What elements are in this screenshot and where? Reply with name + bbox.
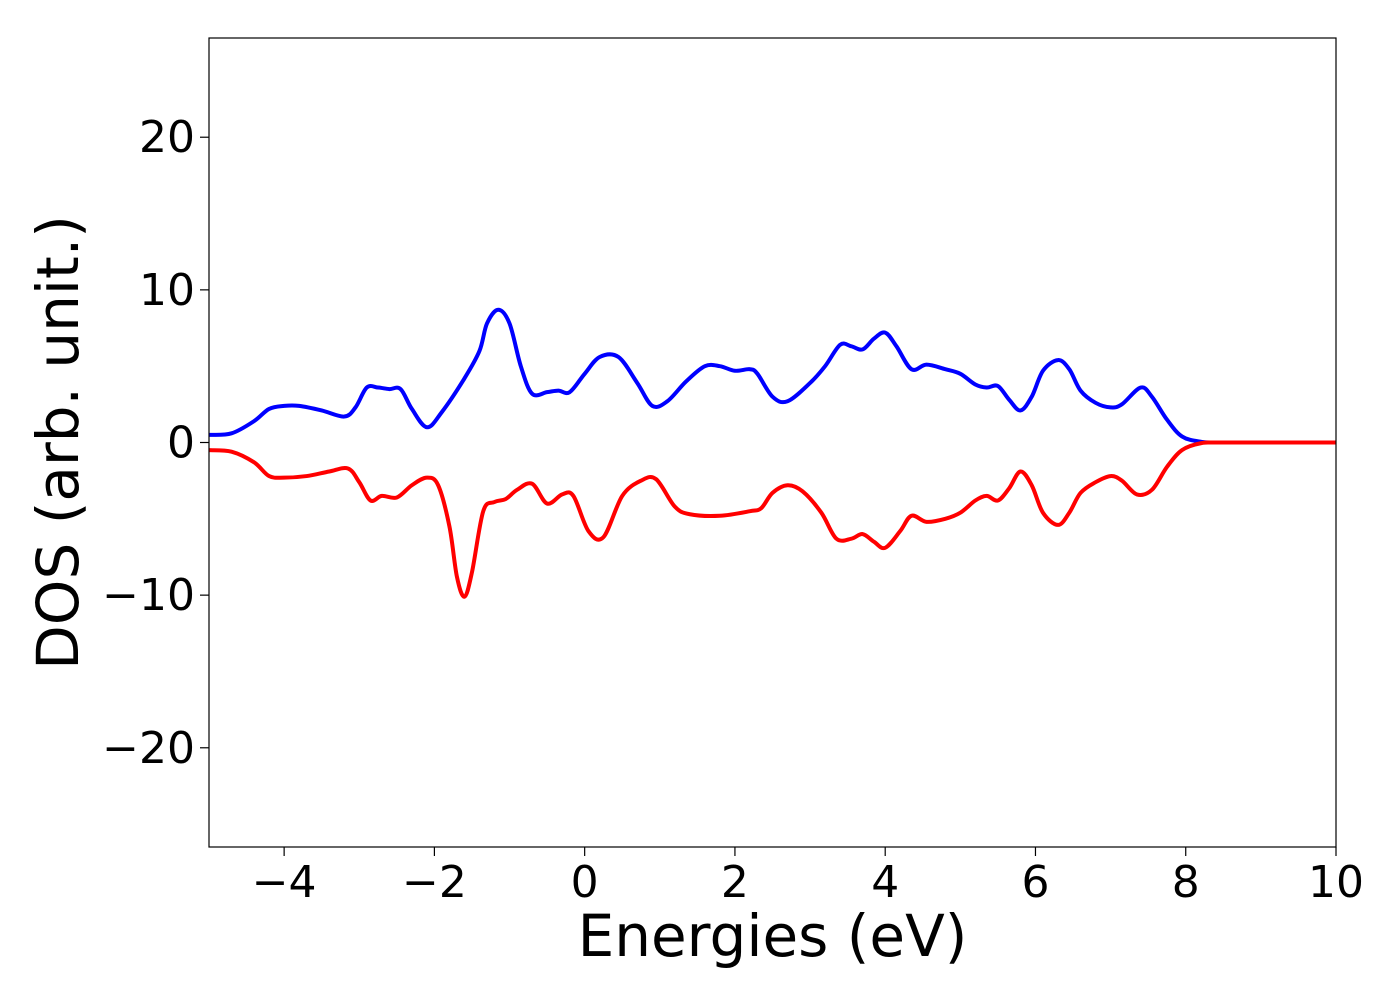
series-line-blue	[209, 307, 1336, 445]
series-line-red	[209, 440, 1336, 599]
y-tick-label: −20	[102, 723, 195, 774]
x-tick-label: 8	[1172, 857, 1200, 908]
x-tick-label: −4	[252, 857, 317, 908]
x-ticks: −4 −2 0 2 4 6 8 10	[252, 847, 1364, 908]
y-tick-label: 0	[167, 418, 195, 469]
x-axis-title: Energies (eV)	[578, 902, 968, 970]
series-layer	[209, 307, 1336, 599]
x-tick-label: 2	[721, 857, 749, 908]
y-tick-label: 10	[139, 265, 195, 316]
x-tick-label: 4	[871, 857, 899, 908]
x-tick-label: 10	[1308, 857, 1364, 908]
y-tick-label: 20	[139, 112, 195, 163]
y-tick-label: −10	[102, 570, 195, 621]
y-axis-title: DOS (arb. unit.)	[24, 215, 92, 670]
x-tick-label: 6	[1021, 857, 1049, 908]
x-tick-label: −2	[402, 857, 467, 908]
x-tick-label: 0	[571, 857, 599, 908]
y-ticks: −20 −10 0 10 20	[102, 112, 209, 774]
